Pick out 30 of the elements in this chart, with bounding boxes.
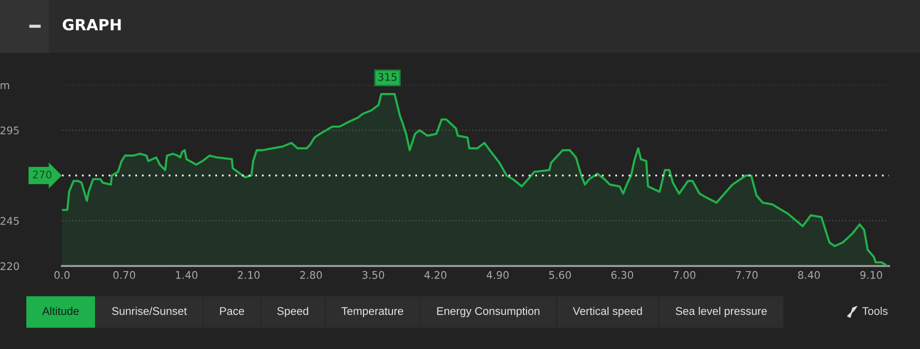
x-tick-label: 1.40 (176, 271, 198, 279)
y-tick-label: 220 (0, 262, 19, 270)
x-tick-label: 2.80 (300, 271, 322, 279)
chart-title: GRAPH (62, 18, 121, 30)
x-tick-label: 4.90 (486, 271, 509, 279)
x-tick-label: 2.10 (238, 271, 260, 279)
x-tick-label: 9.10 (860, 271, 882, 279)
text: Energy Consumption (437, 306, 540, 318)
x-tick-label: 7.70 (736, 271, 758, 279)
text: Pace (220, 307, 244, 315)
text: Sea level pressure (676, 306, 767, 318)
text: Temperature (342, 307, 404, 318)
text: Tools (862, 306, 888, 315)
y-tick-label: m (0, 83, 10, 89)
y-tick-label: 295 (0, 126, 19, 134)
x-tick-label: 5.60 (549, 271, 571, 279)
ref-line-label: 270 (32, 170, 52, 179)
annotation: 315 (378, 73, 396, 81)
text: Altitude (42, 306, 79, 315)
x-tick-label: 8.40 (798, 271, 820, 279)
x-tick-label: 0.70 (113, 271, 136, 279)
x-tick-label: 6.30 (611, 271, 634, 279)
x-tick-label: 7.00 (674, 271, 696, 279)
text: Speed (277, 306, 308, 318)
text: Sunrise/Sunset (112, 306, 187, 315)
y-tick-label: 245 (0, 216, 19, 225)
x-tick-label: 0.0 (54, 271, 70, 279)
x-tick-label: 3.50 (362, 271, 384, 279)
text: Vertical speed (572, 306, 642, 318)
x-tick-label: 4.20 (424, 271, 446, 279)
